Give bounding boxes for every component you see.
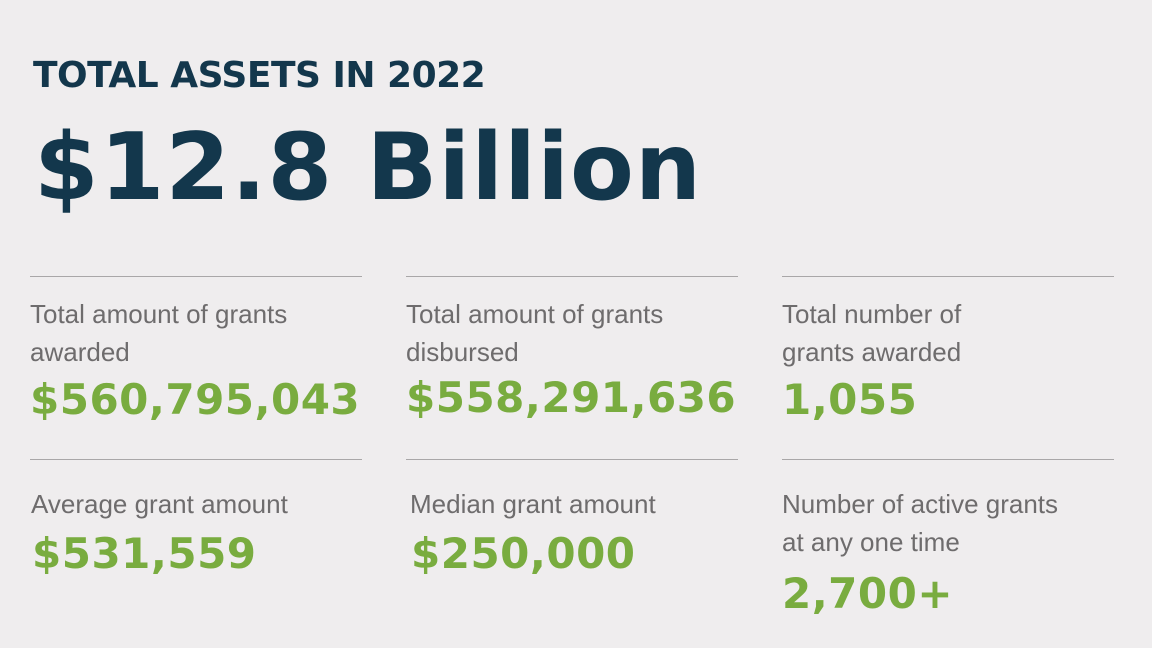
stat-label: Total amount of grants disbursed [406,295,738,371]
stat-grants-awarded-amount: Total amount of grants awarded $560,795,… [30,276,362,425]
stat-label: Average grant amount [31,485,362,523]
stat-label-line: at any one time [782,527,960,557]
stat-active-grants: Number of active grants at any one time … [782,459,1114,619]
stat-label-line: Total number of [782,299,962,329]
stat-label-line: awarded [30,337,130,367]
stat-label: Total number of grants awarded [782,295,1114,371]
stat-label: Total amount of grants awarded [30,295,362,371]
stat-label-line: Average grant amount [31,489,288,519]
stat-label: Number of active grants at any one time [782,485,1114,561]
stat-label-line: grants awarded [782,337,962,367]
stat-label: Median grant amount [410,485,738,523]
stat-grants-disbursed-amount: Total amount of grants disbursed $558,29… [406,276,738,423]
stat-value: $250,000 [411,529,636,578]
divider [406,459,738,460]
divider [30,276,362,277]
stat-value: $558,291,636 [406,373,737,422]
total-assets-value: $12.8 Billion [34,113,703,221]
stat-grants-awarded-count: Total number of grants awarded 1,055 [782,276,1114,425]
stat-value: 1,055 [782,375,918,424]
stat-value: $531,559 [32,529,257,578]
stat-label-line: disbursed [406,337,519,367]
stat-median-grant: Median grant amount $250,000 [406,459,738,579]
divider [30,459,362,460]
stat-label-line: Median grant amount [410,489,656,519]
divider [782,459,1114,460]
stat-label-line: Total amount of grants [406,299,664,329]
divider [782,276,1114,277]
page-heading: TOTAL ASSETS IN 2022 [33,55,486,96]
stat-label-line: Total amount of grants [30,299,288,329]
stat-average-grant: Average grant amount $531,559 [30,459,362,579]
stat-value: $560,795,043 [30,375,361,424]
stat-value: 2,700+ [782,569,954,618]
stat-label-line: Number of active grants [782,489,1059,519]
divider [406,276,738,277]
